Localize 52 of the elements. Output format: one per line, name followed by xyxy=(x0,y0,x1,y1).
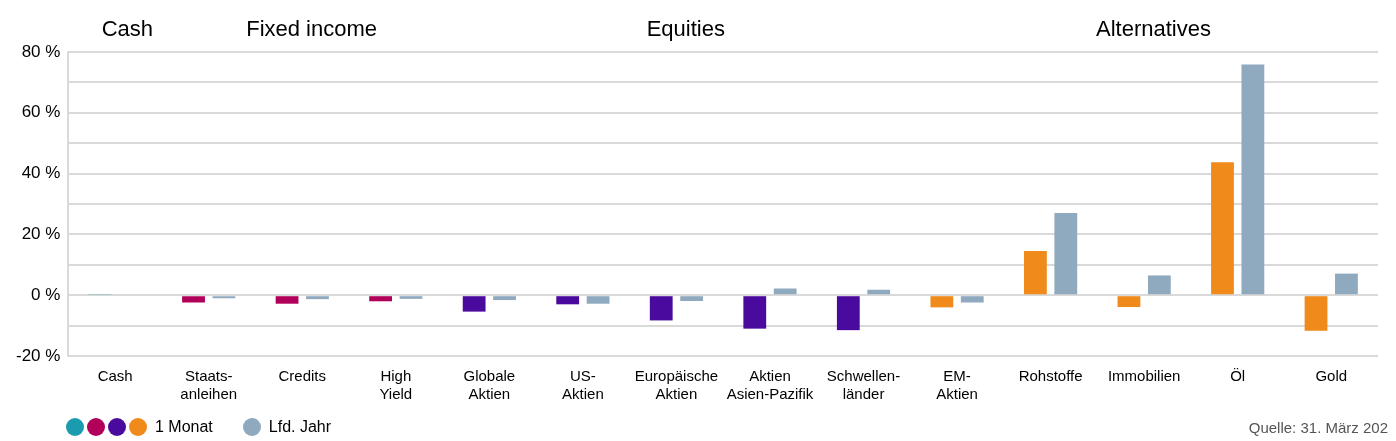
x-tick-label: High Yield xyxy=(379,367,413,403)
source-note: Quelle: 31. März 202 xyxy=(1248,418,1388,436)
bar xyxy=(680,296,704,301)
bar xyxy=(1304,296,1328,331)
x-tick-label: Cash xyxy=(97,367,133,385)
legend-label: Lfd. Jahr xyxy=(268,418,332,436)
x-tick-label: Globale Aktien xyxy=(463,367,516,403)
bar xyxy=(306,296,329,300)
bar xyxy=(1335,273,1358,295)
bar xyxy=(743,296,767,329)
bar xyxy=(960,296,984,303)
text: Cash xyxy=(101,16,154,42)
y-tick-label: 60 % xyxy=(21,102,61,122)
bar xyxy=(867,289,891,295)
x-tick-label: Europäische Aktien xyxy=(634,367,719,403)
x-tick-label: Staats- anleihen xyxy=(180,367,238,403)
bar xyxy=(586,296,610,304)
legend-label: 1 Monat xyxy=(155,418,213,436)
x-tick-label: Öl xyxy=(1230,367,1246,385)
text: Alternatives xyxy=(1096,16,1211,42)
y-tick-label: 20 % xyxy=(21,224,61,244)
y-tick-label: 0 % xyxy=(31,284,61,304)
bar xyxy=(556,296,580,305)
x-tick-label: Rohstoffe xyxy=(1018,367,1083,385)
bar xyxy=(1211,162,1234,295)
bar xyxy=(493,296,516,301)
x-tick-label: US- Aktien xyxy=(562,367,604,403)
bar xyxy=(275,296,299,304)
bar xyxy=(1117,296,1141,308)
bar xyxy=(369,296,393,302)
x-tick-label: Credits xyxy=(278,367,327,385)
text: Equities xyxy=(646,16,725,42)
bar xyxy=(1147,275,1171,295)
x-tick-label: Schwellen- länder xyxy=(826,367,901,403)
bar xyxy=(462,296,486,312)
bar xyxy=(1241,64,1265,295)
bar xyxy=(649,296,673,321)
bar xyxy=(836,296,860,331)
bar xyxy=(1024,251,1047,295)
bar xyxy=(212,296,236,299)
y-tick-label: -20 % xyxy=(15,345,61,365)
text: Fixed income xyxy=(246,16,378,42)
bar xyxy=(1054,213,1078,295)
x-tick-label: Aktien Asien-Pazifik xyxy=(726,367,814,403)
bar xyxy=(930,296,954,308)
x-tick-label: Immobilien xyxy=(1107,367,1181,385)
bar xyxy=(399,296,423,299)
y-tick-label: 80 % xyxy=(21,41,61,61)
x-tick-label: Gold xyxy=(1315,367,1348,385)
bar xyxy=(182,296,205,303)
x-tick-label: EM- Aktien xyxy=(936,367,978,403)
y-tick-label: 40 % xyxy=(21,163,61,183)
